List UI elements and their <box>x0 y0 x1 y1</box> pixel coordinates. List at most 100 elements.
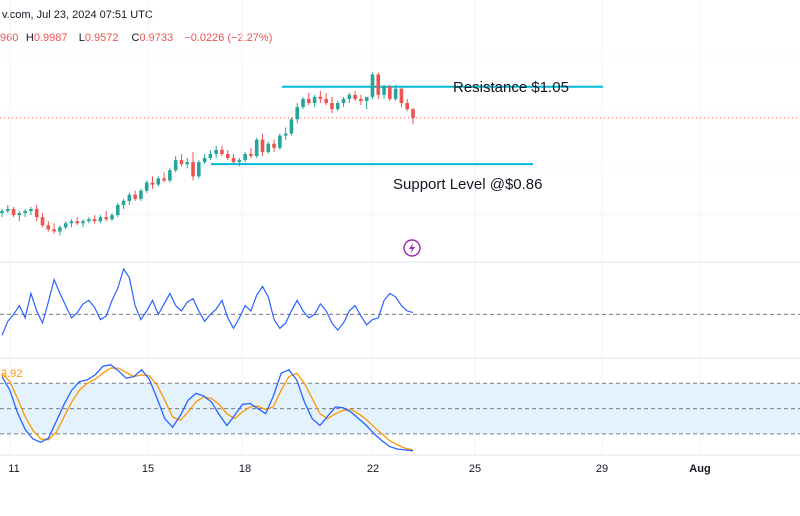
candle <box>278 133 282 150</box>
candle <box>52 223 56 234</box>
candle <box>324 92 328 106</box>
candle <box>312 94 317 108</box>
candle <box>139 188 143 201</box>
candle <box>17 211 22 222</box>
candle <box>225 149 230 161</box>
candle-body <box>98 217 103 222</box>
stochastic-d-line <box>1 367 414 451</box>
ohlc-item: H0.9987 <box>26 32 68 44</box>
candle-body <box>382 86 386 95</box>
candle-body <box>156 178 161 185</box>
candle <box>231 153 236 165</box>
candle <box>150 176 155 189</box>
candle <box>237 158 242 167</box>
candle-body <box>283 133 288 136</box>
candle-body <box>295 107 300 120</box>
candle-body <box>289 119 294 134</box>
lightning-bolt-icon[interactable] <box>403 239 421 257</box>
candle <box>208 149 213 161</box>
candle <box>393 84 398 101</box>
candle-body <box>388 86 392 99</box>
candle-body <box>254 139 259 156</box>
candle <box>121 198 126 209</box>
ohlc-item: C0.9733 <box>132 32 174 44</box>
ohlc-label: H <box>26 32 34 44</box>
candle-body <box>370 74 375 97</box>
candle <box>359 94 363 106</box>
candle-body <box>179 160 184 165</box>
candle-body <box>341 98 346 103</box>
candle-body <box>52 229 56 232</box>
candle <box>249 147 253 159</box>
candle-body <box>307 98 311 103</box>
candle-body <box>5 209 10 212</box>
ohlc-item: L0.9572 <box>79 32 119 44</box>
candle <box>272 139 276 152</box>
candle-body <box>139 190 143 199</box>
candle-body <box>92 219 97 222</box>
candle-body <box>335 103 340 110</box>
candle-body <box>243 153 247 161</box>
candle-body <box>359 98 363 101</box>
candle-body <box>185 162 190 165</box>
candle <box>341 96 346 108</box>
x-tick-label: 25 <box>469 463 481 475</box>
candle-body <box>249 153 253 156</box>
ohlc-item: 960 <box>0 32 18 44</box>
candle-body <box>324 98 328 103</box>
candle-body <box>318 96 323 99</box>
ohlc-value: 960 <box>0 32 18 44</box>
candle <box>92 215 97 224</box>
candle-body <box>144 182 149 191</box>
ohlc-item: −0.0226 (−2.27%) <box>184 32 272 44</box>
candle-body <box>191 162 195 177</box>
x-axis: 11 15 18 22 25 29 Aug <box>8 463 710 475</box>
candle <box>98 215 103 224</box>
candle <box>63 221 68 230</box>
candle-body <box>150 182 155 185</box>
candle <box>144 180 149 193</box>
candle-body <box>353 94 357 99</box>
candle-body <box>266 143 271 152</box>
candle <box>330 96 334 114</box>
candle-body <box>0 211 4 214</box>
stochastic-value-label: 3.92 <box>1 368 22 380</box>
candle <box>133 190 137 201</box>
candle-body <box>330 103 334 110</box>
rsi-panel <box>0 267 800 336</box>
stochastic-panel <box>0 364 800 452</box>
candle <box>5 204 10 214</box>
chart-source-date: v.com, Jul 23, 2024 07:51 UTC <box>2 9 153 21</box>
candle-body <box>46 225 51 230</box>
candle-body <box>405 103 410 110</box>
candle <box>197 160 201 179</box>
candle <box>168 168 172 183</box>
candle <box>156 176 161 187</box>
candle-body <box>197 162 201 177</box>
candle-body <box>347 94 352 99</box>
candle <box>81 219 85 228</box>
candle-body <box>301 98 305 108</box>
candle-body <box>17 213 22 216</box>
candle <box>382 84 386 99</box>
candle <box>115 202 120 218</box>
candle <box>29 206 33 216</box>
candle <box>87 217 91 224</box>
resistance-label: Resistance $1.05 <box>453 79 569 96</box>
candle-body <box>87 219 91 222</box>
grid <box>0 0 800 456</box>
candle <box>0 209 4 218</box>
candle <box>127 192 132 205</box>
candle-body <box>63 223 68 228</box>
support-label: Support Level @$0.86 <box>393 176 543 193</box>
ohlc-label: C <box>132 32 140 44</box>
x-tick-label: 15 <box>142 463 154 475</box>
candle <box>289 117 294 136</box>
stochastic-k-line <box>1 364 414 452</box>
candle <box>376 72 381 99</box>
candle <box>335 100 340 112</box>
candle-body <box>29 209 33 212</box>
candle-body <box>220 149 224 154</box>
candle-body <box>162 178 166 181</box>
candle-body <box>231 158 236 163</box>
